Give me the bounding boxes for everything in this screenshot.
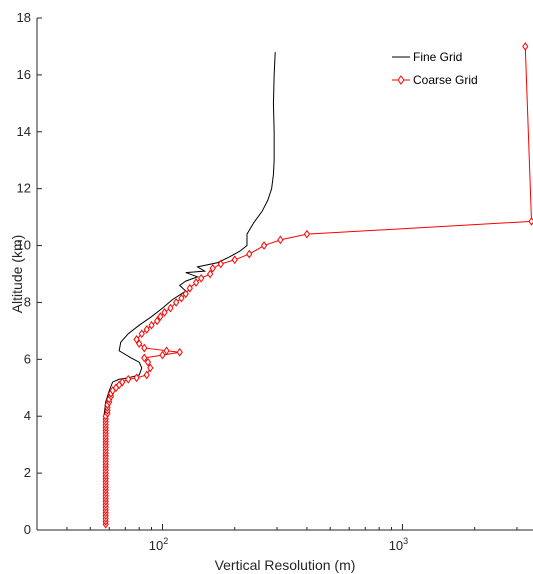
data-point-coarse-grid [176, 347, 183, 357]
data-point-coarse-grid [163, 346, 170, 356]
y-tick-label: 6 [24, 351, 31, 366]
legend-label-coarse-grid: Coarse Grid [413, 73, 478, 87]
data-point-coarse-grid [154, 316, 161, 326]
data-point-coarse-grid [209, 263, 216, 273]
data-layer [102, 42, 533, 529]
data-point-coarse-grid [136, 339, 143, 349]
data-point-coarse-grid [144, 357, 152, 367]
y-axis-title: Altitude (km) [9, 235, 25, 314]
data-point-coarse-grid [260, 241, 268, 250]
y-tick-label: 10 [17, 238, 31, 253]
data-point-coarse-grid [217, 259, 224, 269]
plot-area [37, 18, 533, 530]
data-point-coarse-grid [198, 273, 205, 283]
data-point-coarse-grid [167, 303, 174, 313]
legend-label-fine-grid: Fine Grid [413, 50, 462, 64]
y-tick-label: 14 [17, 124, 31, 139]
legend: Fine Grid Coarse Grid [392, 50, 478, 87]
x-axis-title: Vertical Resolution (m) [215, 557, 356, 573]
axis-layer: 0 2 4 6 8 10 12 14 16 18 102 103 [17, 10, 533, 553]
data-point-coarse-grid [147, 363, 154, 373]
data-point-coarse-grid [207, 269, 214, 279]
y-tick-label: 2 [24, 465, 31, 480]
data-point-coarse-grid [148, 320, 155, 330]
y-tick-label: 8 [24, 294, 31, 309]
data-point-coarse-grid [277, 235, 284, 245]
data-point-coarse-grid [178, 293, 185, 303]
data-point-coarse-grid [159, 350, 166, 360]
data-point-coarse-grid [138, 329, 145, 339]
y-tick-label: 18 [17, 10, 31, 25]
data-point-coarse-grid [173, 298, 180, 307]
data-point-coarse-grid [133, 335, 140, 344]
y-tick-label: 16 [17, 67, 31, 82]
data-point-coarse-grid [133, 373, 140, 383]
x-tick-label: 102 [149, 536, 168, 553]
data-point-coarse-grid [246, 249, 253, 259]
y-tick-label: 4 [24, 408, 31, 423]
data-point-coarse-grid [141, 343, 148, 353]
x-tick-label: 103 [389, 536, 408, 553]
data-point-coarse-grid [157, 312, 164, 322]
legend-marker-coarse-grid [397, 75, 405, 85]
data-point-coarse-grid [303, 229, 311, 239]
data-point-coarse-grid [192, 278, 200, 287]
y-tick-label: 12 [17, 181, 31, 196]
data-point-coarse-grid [125, 374, 132, 384]
data-point-coarse-grid [119, 377, 126, 387]
data-point-coarse-grid [182, 289, 189, 299]
data-point-coarse-grid [143, 370, 150, 380]
y-tick-label: 0 [24, 522, 31, 537]
series-line-fine-grid [103, 52, 276, 525]
data-point-coarse-grid [528, 217, 533, 226]
data-point-coarse-grid [186, 283, 193, 293]
data-point-coarse-grid [161, 308, 168, 317]
data-point-coarse-grid [231, 255, 238, 265]
data-point-coarse-grid [141, 353, 148, 363]
data-point-coarse-grid [143, 325, 150, 334]
data-point-coarse-grid [522, 42, 529, 51]
